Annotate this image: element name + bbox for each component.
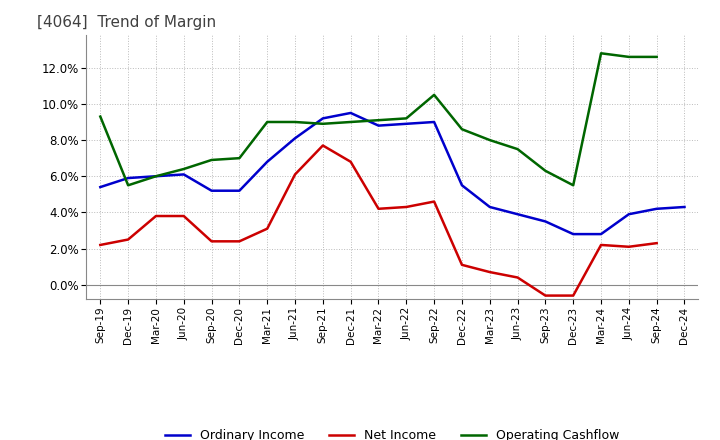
Operating Cashflow: [346, 119, 355, 125]
Legend: Ordinary Income, Net Income, Operating Cashflow: Ordinary Income, Net Income, Operating C…: [160, 424, 625, 440]
Ordinary Income: [207, 188, 216, 193]
Operating Cashflow: [152, 174, 161, 179]
Net Income: [346, 159, 355, 165]
Text: [4064]  Trend of Margin: [4064] Trend of Margin: [37, 15, 217, 30]
Operating Cashflow: [430, 92, 438, 98]
Ordinary Income: [597, 231, 606, 237]
Ordinary Income: [430, 119, 438, 125]
Net Income: [318, 143, 327, 148]
Operating Cashflow: [207, 158, 216, 163]
Operating Cashflow: [318, 121, 327, 126]
Net Income: [124, 237, 132, 242]
Operating Cashflow: [235, 155, 243, 161]
Operating Cashflow: [458, 127, 467, 132]
Net Income: [569, 293, 577, 298]
Operating Cashflow: [541, 168, 550, 173]
Ordinary Income: [513, 212, 522, 217]
Ordinary Income: [152, 174, 161, 179]
Ordinary Income: [680, 204, 689, 209]
Ordinary Income: [124, 176, 132, 181]
Net Income: [513, 275, 522, 280]
Ordinary Income: [318, 116, 327, 121]
Net Income: [458, 262, 467, 268]
Ordinary Income: [652, 206, 661, 212]
Ordinary Income: [569, 231, 577, 237]
Line: Operating Cashflow: Operating Cashflow: [100, 53, 657, 185]
Line: Ordinary Income: Ordinary Income: [100, 113, 685, 234]
Ordinary Income: [485, 204, 494, 209]
Ordinary Income: [458, 183, 467, 188]
Operating Cashflow: [374, 117, 383, 123]
Net Income: [207, 238, 216, 244]
Net Income: [152, 213, 161, 219]
Operating Cashflow: [124, 183, 132, 188]
Net Income: [96, 242, 104, 248]
Operating Cashflow: [624, 54, 633, 59]
Ordinary Income: [541, 219, 550, 224]
Ordinary Income: [263, 159, 271, 165]
Operating Cashflow: [179, 166, 188, 172]
Net Income: [179, 213, 188, 219]
Net Income: [652, 241, 661, 246]
Net Income: [263, 226, 271, 231]
Ordinary Income: [402, 121, 410, 126]
Net Income: [430, 199, 438, 204]
Ordinary Income: [624, 212, 633, 217]
Net Income: [235, 238, 243, 244]
Ordinary Income: [346, 110, 355, 116]
Operating Cashflow: [485, 137, 494, 143]
Ordinary Income: [96, 184, 104, 190]
Net Income: [374, 206, 383, 212]
Operating Cashflow: [513, 147, 522, 152]
Operating Cashflow: [652, 54, 661, 59]
Operating Cashflow: [402, 116, 410, 121]
Operating Cashflow: [263, 119, 271, 125]
Operating Cashflow: [597, 51, 606, 56]
Ordinary Income: [179, 172, 188, 177]
Operating Cashflow: [96, 114, 104, 119]
Line: Net Income: Net Income: [100, 146, 657, 296]
Operating Cashflow: [569, 183, 577, 188]
Ordinary Income: [374, 123, 383, 128]
Net Income: [541, 293, 550, 298]
Net Income: [624, 244, 633, 249]
Net Income: [485, 269, 494, 275]
Ordinary Income: [235, 188, 243, 193]
Ordinary Income: [291, 136, 300, 141]
Operating Cashflow: [291, 119, 300, 125]
Net Income: [291, 172, 300, 177]
Net Income: [402, 204, 410, 209]
Net Income: [597, 242, 606, 248]
